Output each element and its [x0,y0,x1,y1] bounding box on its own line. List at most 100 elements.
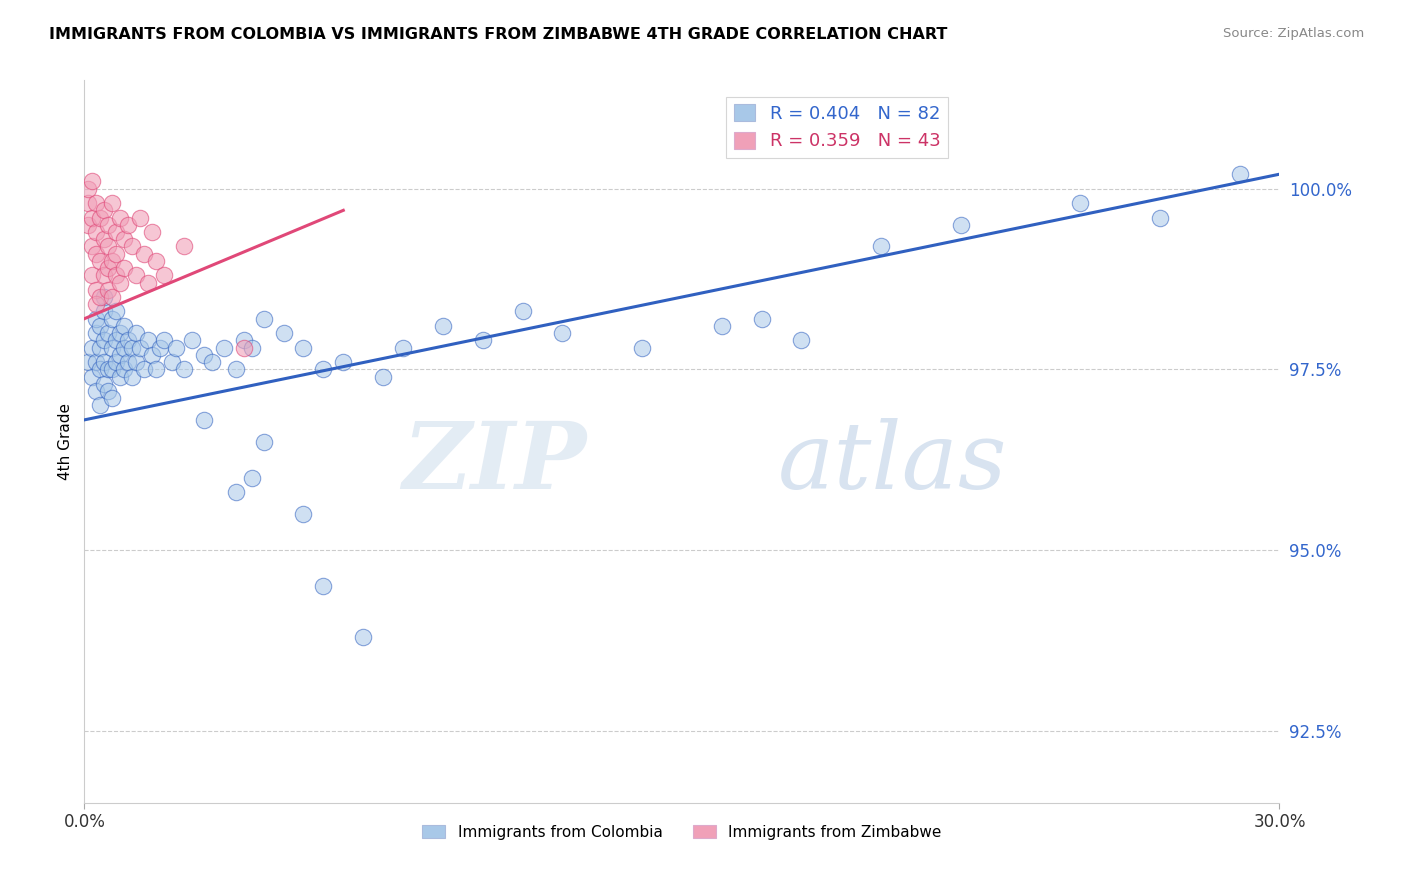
Point [232,334,254,348]
Point [97,326,120,341]
Point [110,369,132,384]
Point [790,334,813,348]
Point [93,203,115,218]
Point [631,341,654,355]
Point [149,341,172,355]
Point [93,334,115,348]
Point [373,369,395,384]
Point [551,326,574,341]
Point [117,355,139,369]
Point [77,182,100,196]
Point [1149,211,1171,225]
Point [101,290,124,304]
Point [101,253,124,268]
Point [82,268,104,283]
Point [89,398,111,412]
Point [82,174,104,188]
Point [240,341,263,355]
Point [77,196,100,211]
Point [121,341,143,355]
Point [193,413,215,427]
Point [101,341,124,355]
Point [89,290,111,304]
Text: Source: ZipAtlas.com: Source: ZipAtlas.com [1223,27,1364,40]
Point [125,355,148,369]
Point [86,355,108,369]
Point [141,348,163,362]
Point [112,318,135,333]
Point [132,362,156,376]
Point [253,311,276,326]
Point [86,326,108,341]
Text: ZIP: ZIP [402,418,586,508]
Point [117,218,139,232]
Point [105,355,128,369]
Point [132,246,156,260]
Point [193,348,215,362]
Point [110,276,132,290]
Point [93,376,115,391]
Point [105,246,128,260]
Point [136,276,159,290]
Point [212,341,235,355]
Point [89,318,111,333]
Point [292,341,315,355]
Point [173,239,195,253]
Point [112,362,135,376]
Point [97,384,120,398]
Point [173,362,195,376]
Point [86,246,108,260]
Point [86,196,108,211]
Point [129,341,152,355]
Point [471,334,494,348]
Point [141,225,163,239]
Point [77,355,100,369]
Point [93,355,115,369]
Point [145,253,167,268]
Legend: Immigrants from Colombia, Immigrants from Zimbabwe: Immigrants from Colombia, Immigrants fro… [416,819,948,846]
Point [751,311,773,326]
Point [253,434,276,449]
Point [82,341,104,355]
Point [77,218,100,232]
Point [352,630,374,644]
Point [710,318,733,333]
Point [392,341,415,355]
Point [240,471,263,485]
Point [105,225,128,239]
Point [110,326,132,341]
Point [101,196,124,211]
Point [312,579,335,593]
Point [153,268,176,283]
Point [273,326,295,341]
Point [512,304,534,318]
Point [105,304,128,318]
Point [82,239,104,253]
Point [125,268,148,283]
Point [160,355,183,369]
Point [870,239,893,253]
Point [1069,196,1091,211]
Point [86,283,108,297]
Point [949,218,972,232]
Point [93,232,115,246]
Point [145,362,167,376]
Point [112,261,135,276]
Point [117,334,139,348]
Point [129,211,152,225]
Point [112,341,135,355]
Point [97,283,120,297]
Point [97,239,120,253]
Point [93,290,115,304]
Point [82,369,104,384]
Point [110,348,132,362]
Point [97,362,120,376]
Point [312,362,335,376]
Y-axis label: 4th Grade: 4th Grade [58,403,73,480]
Point [86,384,108,398]
Point [105,334,128,348]
Point [201,355,224,369]
Point [432,318,454,333]
Point [225,362,247,376]
Point [125,326,148,341]
